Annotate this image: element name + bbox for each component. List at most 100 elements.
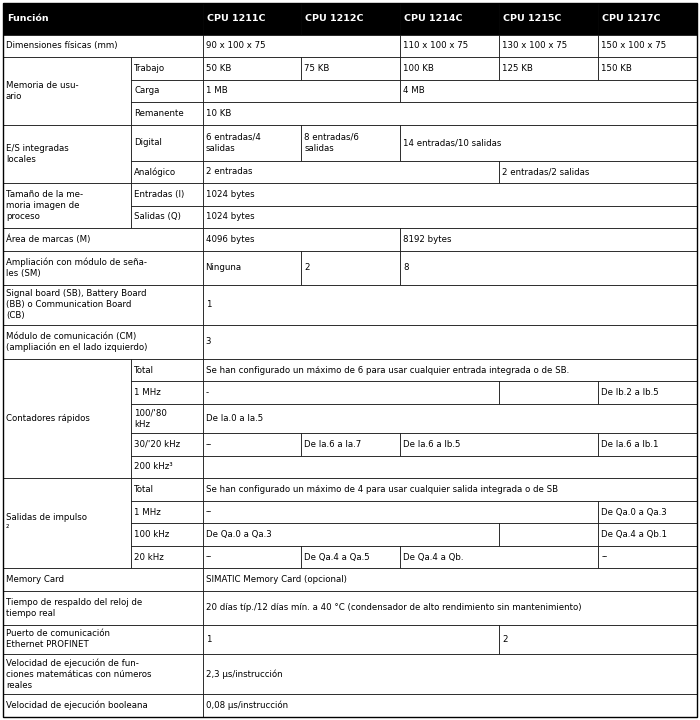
Bar (132, 523, 202, 546)
Bar (400, 433, 598, 456)
Bar (302, 125, 400, 161)
Text: 90 x 100 x 75: 90 x 100 x 75 (206, 41, 265, 50)
Bar (132, 382, 202, 404)
Text: --: -- (206, 508, 212, 516)
Text: 150 x 100 x 75: 150 x 100 x 75 (601, 41, 666, 50)
Bar (400, 80, 697, 102)
Bar (132, 57, 202, 80)
Text: --: -- (206, 552, 212, 562)
Text: Puerto de comunicación
Ethernet PROFINET: Puerto de comunicación Ethernet PROFINET (6, 629, 110, 649)
Bar (400, 57, 499, 80)
Bar (499, 625, 697, 654)
Text: Trabajo: Trabajo (134, 64, 165, 73)
Bar (132, 183, 202, 206)
Bar (302, 251, 400, 284)
Text: 100 kHz: 100 kHz (134, 530, 169, 539)
Bar (202, 251, 302, 284)
Text: -: - (206, 388, 209, 397)
Text: De Qa.0 a Qa.3: De Qa.0 a Qa.3 (206, 530, 272, 539)
Text: 130 x 100 x 75: 130 x 100 x 75 (502, 41, 568, 50)
Bar (3, 568, 202, 591)
Bar (202, 546, 302, 568)
Bar (3, 251, 202, 284)
Bar (202, 359, 697, 382)
Bar (202, 80, 400, 102)
Text: 150 KB: 150 KB (601, 64, 632, 73)
Text: 1 MHz: 1 MHz (134, 508, 161, 516)
Text: De Ia.0 a Ia.5: De Ia.0 a Ia.5 (206, 414, 262, 423)
Bar (132, 359, 202, 382)
Text: --: -- (601, 552, 608, 562)
Text: 8 entradas/6
salidas: 8 entradas/6 salidas (304, 132, 359, 153)
Text: De Ia.6 a Ib.1: De Ia.6 a Ib.1 (601, 440, 659, 449)
Bar (400, 251, 697, 284)
Text: Carga: Carga (134, 86, 160, 95)
Text: Velocidad de ejecución de fun-
ciones matemáticas con números
reales: Velocidad de ejecución de fun- ciones ma… (6, 658, 151, 690)
Text: 1 MB: 1 MB (206, 86, 228, 95)
Text: De Qa.4 a Qb.: De Qa.4 a Qb. (403, 552, 464, 562)
Text: 1: 1 (206, 635, 211, 644)
Text: 50 KB: 50 KB (206, 64, 231, 73)
Bar (499, 523, 598, 546)
Bar (202, 625, 499, 654)
Text: 0,08 µs/instrucción: 0,08 µs/instrucción (206, 701, 288, 711)
Text: 2: 2 (502, 635, 508, 644)
Bar (400, 546, 598, 568)
Bar (400, 3, 499, 35)
Bar (3, 325, 202, 359)
Text: CPU 1215C: CPU 1215C (503, 14, 561, 23)
Text: 2,3 µs/instrucción: 2,3 µs/instrucción (206, 670, 282, 679)
Bar (132, 125, 202, 161)
Bar (3, 284, 202, 325)
Text: 8192 bytes: 8192 bytes (403, 235, 452, 244)
Text: Remanente: Remanente (134, 109, 184, 118)
Text: De Ia.6 a Ib.5: De Ia.6 a Ib.5 (403, 440, 461, 449)
Text: Dimensiones físicas (mm): Dimensiones físicas (mm) (6, 41, 118, 50)
Bar (598, 523, 697, 546)
Text: Analógico: Analógico (134, 167, 176, 176)
Text: CPU 1214C: CPU 1214C (405, 14, 463, 23)
Text: Se han configurado un máximo de 6 para usar cualquier entrada integrada o de SB.: Se han configurado un máximo de 6 para u… (206, 366, 569, 374)
Bar (202, 654, 697, 695)
Text: CPU 1212C: CPU 1212C (305, 14, 364, 23)
Bar (202, 102, 697, 125)
Text: 100 KB: 100 KB (403, 64, 434, 73)
Bar (499, 57, 598, 80)
Text: Total: Total (134, 485, 155, 494)
Text: 125 KB: 125 KB (502, 64, 533, 73)
Bar (499, 35, 598, 57)
Bar (3, 57, 132, 125)
Bar (202, 382, 499, 404)
Bar (3, 183, 132, 228)
Bar (302, 433, 400, 456)
Bar (3, 478, 132, 568)
Text: 1024 bytes: 1024 bytes (206, 190, 254, 199)
Bar (302, 57, 400, 80)
Bar (202, 478, 697, 501)
Text: De Ib.2 a Ib.5: De Ib.2 a Ib.5 (601, 388, 659, 397)
Bar (598, 382, 697, 404)
Bar (202, 456, 697, 478)
Bar (202, 404, 697, 433)
Text: Módulo de comunicación (CM)
(ampliación en el lado izquierdo): Módulo de comunicación (CM) (ampliación … (6, 332, 148, 352)
Bar (132, 478, 202, 501)
Text: E/S integradas
locales: E/S integradas locales (6, 144, 69, 164)
Bar (202, 695, 697, 717)
Text: 1024 bytes: 1024 bytes (206, 212, 254, 222)
Text: 200 kHz³: 200 kHz³ (134, 462, 173, 472)
Bar (598, 3, 697, 35)
Text: Velocidad de ejecución booleana: Velocidad de ejecución booleana (6, 701, 148, 711)
Text: De Qa.0 a Qa.3: De Qa.0 a Qa.3 (601, 508, 667, 516)
Text: 110 x 100 x 75: 110 x 100 x 75 (403, 41, 468, 50)
Text: 2 entradas: 2 entradas (206, 168, 252, 176)
Text: Memoria de usu-
ario: Memoria de usu- ario (6, 81, 78, 101)
Bar (202, 35, 400, 57)
Text: 1 MHz: 1 MHz (134, 388, 161, 397)
Bar (3, 228, 202, 251)
Text: De Qa.4 a Qb.1: De Qa.4 a Qb.1 (601, 530, 667, 539)
Bar (202, 325, 697, 359)
Text: Salidas (Q): Salidas (Q) (134, 212, 181, 222)
Bar (3, 625, 202, 654)
Text: CPU 1217C: CPU 1217C (602, 14, 661, 23)
Bar (132, 501, 202, 523)
